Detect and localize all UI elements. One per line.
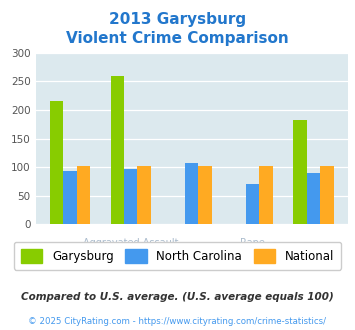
Bar (50, 101, 63, 224)
Text: Compared to U.S. average. (U.S. average equals 100): Compared to U.S. average. (U.S. average … (21, 292, 334, 302)
Bar (111, 76, 124, 224)
Text: Murder & Mans...: Murder & Mans... (150, 252, 234, 262)
Text: Aggravated Assault: Aggravated Assault (83, 238, 179, 248)
Bar (198, 166, 212, 224)
Text: Rape: Rape (240, 238, 265, 248)
Text: 2013 Garysburg: 2013 Garysburg (109, 12, 246, 26)
Bar (294, 120, 307, 224)
Text: Robbery: Robbery (293, 252, 334, 262)
Legend: Garysburg, North Carolina, National: Garysburg, North Carolina, National (14, 242, 341, 270)
Bar (246, 184, 260, 224)
Bar (260, 166, 273, 224)
Text: All Violent Crime: All Violent Crime (29, 252, 110, 262)
Bar (185, 163, 198, 224)
Text: Violent Crime Comparison: Violent Crime Comparison (66, 31, 289, 46)
Bar (124, 169, 137, 224)
Bar (63, 171, 77, 224)
Bar (320, 166, 334, 224)
Bar (307, 174, 320, 224)
Text: © 2025 CityRating.com - https://www.cityrating.com/crime-statistics/: © 2025 CityRating.com - https://www.city… (28, 317, 327, 326)
Bar (137, 166, 151, 224)
Bar (77, 166, 90, 224)
